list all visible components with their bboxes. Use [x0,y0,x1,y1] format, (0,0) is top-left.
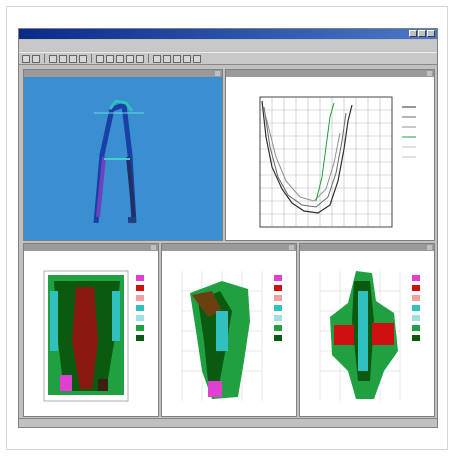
contour-window-3[interactable] [299,243,435,417]
contour-red-spot [372,323,394,345]
title-bar [19,29,437,39]
subwindow-titlebar [24,70,222,77]
toolbar-button-icon[interactable] [49,54,57,63]
base-block [128,217,136,223]
close-icon[interactable] [427,30,435,37]
minimize-icon[interactable] [409,30,417,37]
leg-shadow [126,156,136,220]
contour-canvas-1 [24,251,158,416]
graph-line-3 [265,116,341,202]
toolbar-separator [91,54,92,63]
toolbar-button-icon[interactable] [126,54,134,63]
graph-legend [402,106,416,158]
toolbar-button-icon[interactable] [193,54,201,63]
close-icon[interactable] [427,71,432,76]
application-window [18,28,438,428]
contour-window-1[interactable] [23,243,159,417]
close-icon[interactable] [289,245,294,250]
toolbar-button-icon[interactable] [69,54,77,63]
toolbar-button-icon[interactable] [32,54,40,63]
toolbar-button-icon[interactable] [116,54,124,63]
contour-red-core [72,287,98,389]
contour-canvas-3 [300,251,434,416]
toolbar-button-icon[interactable] [106,54,114,63]
subwindow-titlebar [226,70,434,77]
subwindow-titlebar [24,244,158,251]
close-icon[interactable] [215,71,220,76]
close-icon[interactable] [151,245,156,250]
blue-3d-canvas [24,77,222,240]
toolbar-separator [148,54,149,63]
status-bar [19,418,437,427]
graph-axes [259,96,393,228]
toolbar-button-icon[interactable] [22,54,30,63]
line-graph-canvas [226,77,434,240]
contour-magenta-spot [60,375,72,391]
close-icon[interactable] [427,245,432,250]
toolbar-button-icon[interactable] [183,54,191,63]
graph-line-1 [261,100,353,214]
graph-window[interactable] [225,69,435,241]
toolbar-button-icon[interactable] [173,54,181,63]
subwindow-titlebar [162,244,296,251]
graph-line-4 [315,102,335,202]
contour-window-2[interactable] [161,243,297,417]
toolbar-button-icon[interactable] [96,54,104,63]
menu-bar [19,40,437,51]
toolbar-button-icon[interactable] [59,54,67,63]
contour-dark-spot [98,379,108,391]
view-window-3d[interactable] [23,69,223,241]
contour-cyan-band [50,291,58,351]
contour-cyan-band [112,291,120,341]
toolbar-button-icon[interactable] [136,54,144,63]
maximize-icon[interactable] [418,30,426,37]
graph-line-2 [263,106,347,208]
contour-frame [43,270,129,402]
toolbar [19,52,437,65]
contour-brown-area [192,291,222,317]
toolbar-separator [44,54,45,63]
toolbar-button-icon[interactable] [79,54,87,63]
toolbar-button-icon[interactable] [153,54,161,63]
top-structure [108,99,134,112]
contour-magenta-spot [208,381,222,397]
contour-red-spot [334,325,354,345]
contour-legend [136,275,144,341]
contour-canvas-2 [162,251,296,416]
contour-legend [274,275,282,341]
subwindow-titlebar [300,244,434,251]
contour-cyan-band [216,311,228,351]
contour-cyan-band [358,291,368,371]
toolbar-button-icon[interactable] [163,54,171,63]
contour-legend [412,275,420,341]
leg-highlight [96,156,106,218]
